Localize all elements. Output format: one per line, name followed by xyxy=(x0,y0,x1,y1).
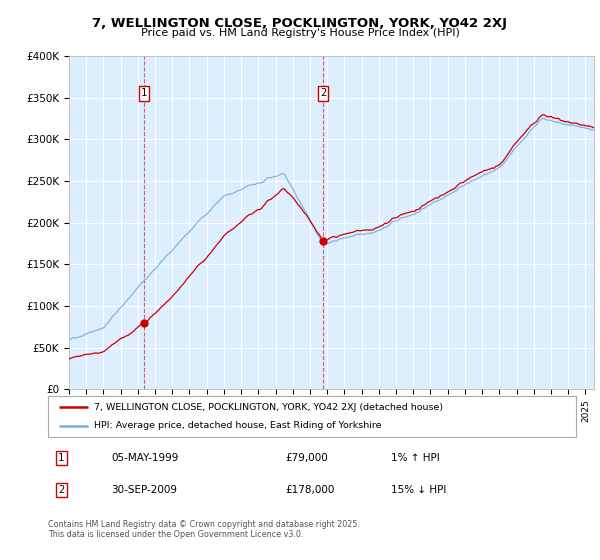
Text: 2: 2 xyxy=(320,88,326,99)
Text: 30-SEP-2009: 30-SEP-2009 xyxy=(112,485,178,495)
Text: 1: 1 xyxy=(141,88,147,99)
Text: £178,000: £178,000 xyxy=(286,485,335,495)
Text: Price paid vs. HM Land Registry's House Price Index (HPI): Price paid vs. HM Land Registry's House … xyxy=(140,28,460,38)
Text: 15% ↓ HPI: 15% ↓ HPI xyxy=(391,485,446,495)
Text: HPI: Average price, detached house, East Riding of Yorkshire: HPI: Average price, detached house, East… xyxy=(94,422,382,431)
Text: 05-MAY-1999: 05-MAY-1999 xyxy=(112,453,179,463)
Text: 2: 2 xyxy=(58,485,64,495)
Text: £79,000: £79,000 xyxy=(286,453,328,463)
Text: 7, WELLINGTON CLOSE, POCKLINGTON, YORK, YO42 2XJ (detached house): 7, WELLINGTON CLOSE, POCKLINGTON, YORK, … xyxy=(94,403,443,412)
Text: 1% ↑ HPI: 1% ↑ HPI xyxy=(391,453,440,463)
Text: 1: 1 xyxy=(58,453,64,463)
Text: 7, WELLINGTON CLOSE, POCKLINGTON, YORK, YO42 2XJ: 7, WELLINGTON CLOSE, POCKLINGTON, YORK, … xyxy=(92,17,508,30)
Text: Contains HM Land Registry data © Crown copyright and database right 2025.
This d: Contains HM Land Registry data © Crown c… xyxy=(48,520,360,539)
